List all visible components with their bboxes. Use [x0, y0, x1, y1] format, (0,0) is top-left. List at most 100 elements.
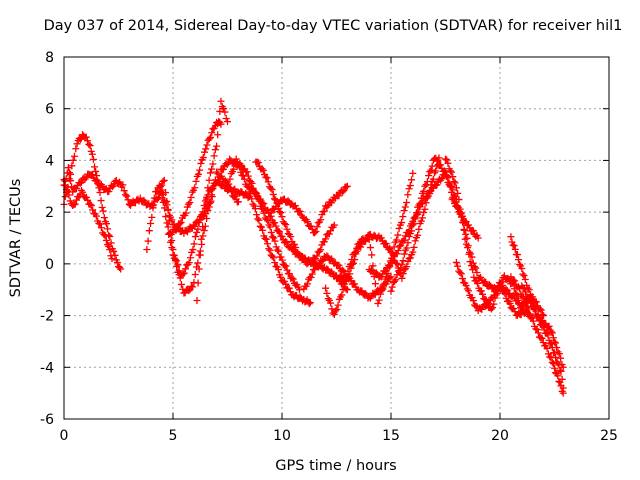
data-point — [221, 108, 229, 116]
data-point — [489, 304, 497, 312]
data-point — [547, 340, 555, 348]
data-point — [410, 220, 418, 228]
data-point — [269, 190, 277, 198]
data-point — [545, 322, 553, 330]
data-point — [482, 278, 490, 286]
data-point — [398, 261, 406, 269]
data-point — [519, 270, 527, 278]
data-point — [472, 264, 480, 272]
data-point — [100, 214, 108, 222]
data-point — [208, 165, 216, 173]
data-point — [511, 277, 519, 285]
data-point — [197, 159, 205, 167]
data-point — [332, 307, 340, 315]
data-point — [271, 219, 279, 227]
data-point — [422, 193, 430, 201]
data-point — [423, 178, 431, 186]
data-point — [538, 311, 546, 319]
data-point — [278, 232, 286, 240]
data-point — [186, 254, 194, 262]
data-point — [532, 325, 540, 333]
data-point — [320, 207, 328, 215]
data-point — [323, 252, 331, 260]
data-point — [164, 205, 172, 213]
data-point — [315, 247, 323, 255]
data-point — [399, 213, 407, 221]
data-point — [404, 257, 412, 265]
data-point — [282, 280, 290, 288]
data-marks — [60, 97, 567, 397]
data-point — [99, 207, 107, 215]
data-point — [226, 155, 234, 163]
data-point — [268, 186, 276, 194]
data-point — [163, 197, 171, 205]
data-point — [338, 291, 346, 299]
data-point — [409, 169, 417, 177]
data-point — [403, 244, 411, 252]
data-point — [100, 231, 108, 239]
data-point — [203, 141, 211, 149]
data-point — [339, 286, 347, 294]
data-point — [270, 254, 278, 262]
data-point — [116, 263, 124, 271]
data-point — [191, 271, 199, 279]
data-point — [525, 286, 533, 294]
data-point — [174, 261, 182, 269]
data-point — [503, 286, 511, 294]
data-point — [162, 213, 170, 221]
data-point — [382, 240, 390, 248]
data-point — [191, 233, 199, 241]
data-point — [375, 296, 383, 304]
data-point — [526, 310, 534, 318]
data-point — [217, 120, 225, 128]
data-point — [207, 134, 215, 142]
data-point — [306, 299, 314, 307]
data-point — [335, 192, 343, 200]
data-point — [521, 275, 529, 283]
data-point — [448, 168, 456, 176]
data-point — [426, 190, 434, 198]
data-point — [106, 232, 114, 240]
data-point — [243, 168, 251, 176]
data-point — [415, 225, 423, 233]
data-point — [61, 182, 69, 190]
data-point — [286, 270, 294, 278]
data-point — [368, 251, 376, 259]
data-point — [485, 300, 493, 308]
data-point — [391, 277, 399, 285]
data-point — [224, 182, 231, 190]
data-point — [544, 350, 552, 358]
data-point — [433, 157, 441, 165]
data-point — [520, 284, 528, 292]
y-tick-label: 2 — [45, 205, 54, 221]
data-point — [454, 262, 462, 270]
data-point — [244, 172, 252, 180]
data-point — [418, 214, 426, 222]
data-point — [177, 280, 185, 288]
data-point — [409, 221, 417, 229]
data-point — [448, 188, 456, 196]
data-point — [269, 233, 277, 241]
data-point — [313, 252, 321, 260]
data-point — [400, 250, 408, 258]
data-point — [470, 273, 478, 281]
data-point — [275, 247, 283, 255]
data-point — [185, 287, 193, 295]
data-point — [196, 251, 204, 259]
y-tick-label: 0 — [45, 257, 54, 273]
data-point — [199, 154, 207, 162]
data-point — [175, 271, 183, 279]
data-point — [84, 137, 92, 145]
data-point — [69, 156, 77, 164]
data-point — [296, 293, 304, 301]
data-point — [72, 145, 80, 153]
data-point — [314, 262, 322, 270]
data-point — [524, 293, 532, 301]
data-point — [105, 187, 113, 195]
data-point — [284, 197, 292, 205]
data-point — [558, 375, 566, 383]
data-point — [456, 269, 464, 277]
data-point — [467, 250, 475, 258]
data-point — [283, 266, 291, 274]
data-point — [256, 222, 264, 230]
